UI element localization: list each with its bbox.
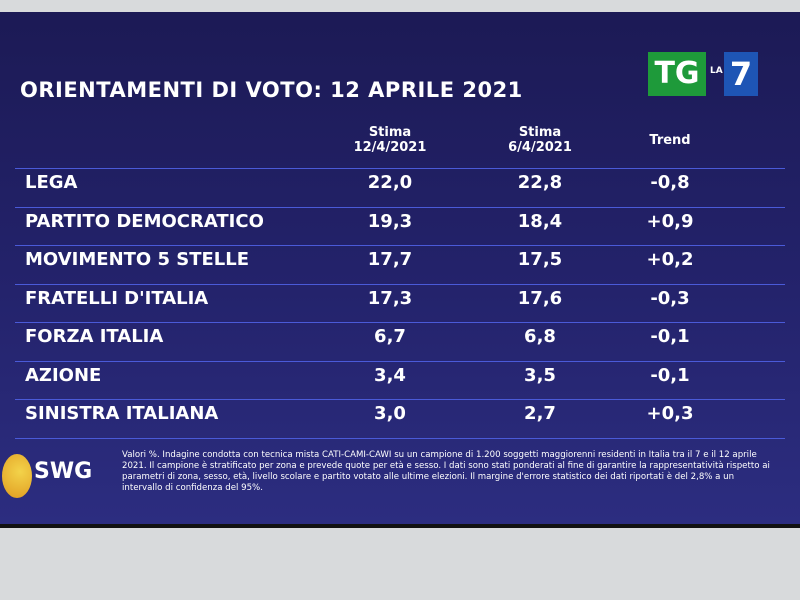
cell-value: 3,0	[374, 403, 406, 424]
footnote: Valori %. Indagine condotta con tecnica …	[122, 450, 770, 493]
cell-value: +0,3	[646, 403, 694, 424]
logo-tg: TG	[648, 52, 706, 96]
header-line: 12/4/2021	[353, 140, 427, 155]
header-line: Stima	[518, 125, 562, 140]
column-header: Trend	[610, 133, 730, 148]
row-separator	[15, 322, 785, 323]
column-header: Stima 6/4/2021	[480, 125, 600, 155]
cell-value: 18,4	[517, 210, 563, 232]
cell-value: 22,0	[367, 172, 413, 193]
row-separator	[15, 283, 785, 285]
party-name: PARTITO DEMOCRATICO	[25, 210, 264, 232]
row-separator	[15, 206, 785, 208]
row-separator	[15, 360, 785, 362]
cell-value: 6,7	[374, 326, 406, 347]
party-name: FRATELLI D'ITALIA	[25, 287, 209, 309]
cell-value: +0,2	[646, 249, 694, 270]
cell-value: 17,5	[517, 249, 563, 270]
party-name: MOVIMENTO 5 STELLE	[25, 249, 250, 270]
cell-value: 3,4	[374, 364, 406, 386]
cell-value: -0,1	[650, 326, 690, 347]
cell-value: -0,3	[650, 287, 690, 309]
party-name: AZIONE	[25, 364, 102, 386]
brand-icon	[2, 454, 32, 498]
cell-value: 17,6	[517, 287, 563, 309]
cell-value: +0,9	[646, 210, 694, 232]
column-header: Stima 12/4/2021	[330, 125, 450, 155]
logo-seven: 7	[724, 52, 758, 96]
title: ORIENTAMENTI DI VOTO: 12 APRILE 2021	[20, 78, 523, 102]
header-line: 6/4/2021	[508, 140, 572, 155]
tv-screen: ORIENTAMENTI DI VOTO: 12 APRILE 2021 TG …	[0, 12, 800, 528]
row-separator	[15, 437, 785, 439]
party-name: FORZA ITALIA	[25, 326, 164, 347]
header-line: Trend	[649, 133, 691, 148]
cell-value: -0,8	[650, 172, 690, 193]
cell-value: 17,7	[367, 249, 413, 270]
party-name: SINISTRA ITALIANA	[25, 403, 219, 424]
logo-la: LA	[710, 66, 723, 76]
row-separator	[15, 168, 785, 169]
cell-value: 2,7	[524, 403, 556, 424]
cell-value: -0,1	[650, 364, 690, 386]
cell-value: 22,8	[517, 172, 563, 193]
brand: SWG	[34, 459, 93, 484]
party-name: LEGA	[25, 172, 78, 193]
row-separator	[15, 245, 785, 246]
cell-value: 17,3	[367, 287, 413, 309]
cell-value: 19,3	[367, 210, 413, 232]
header-line: Stima	[368, 125, 412, 140]
channel-logo: TG LA 7	[648, 52, 758, 96]
cell-value: 6,8	[524, 326, 556, 347]
cell-value: 3,5	[524, 364, 556, 386]
row-separator	[15, 399, 785, 400]
